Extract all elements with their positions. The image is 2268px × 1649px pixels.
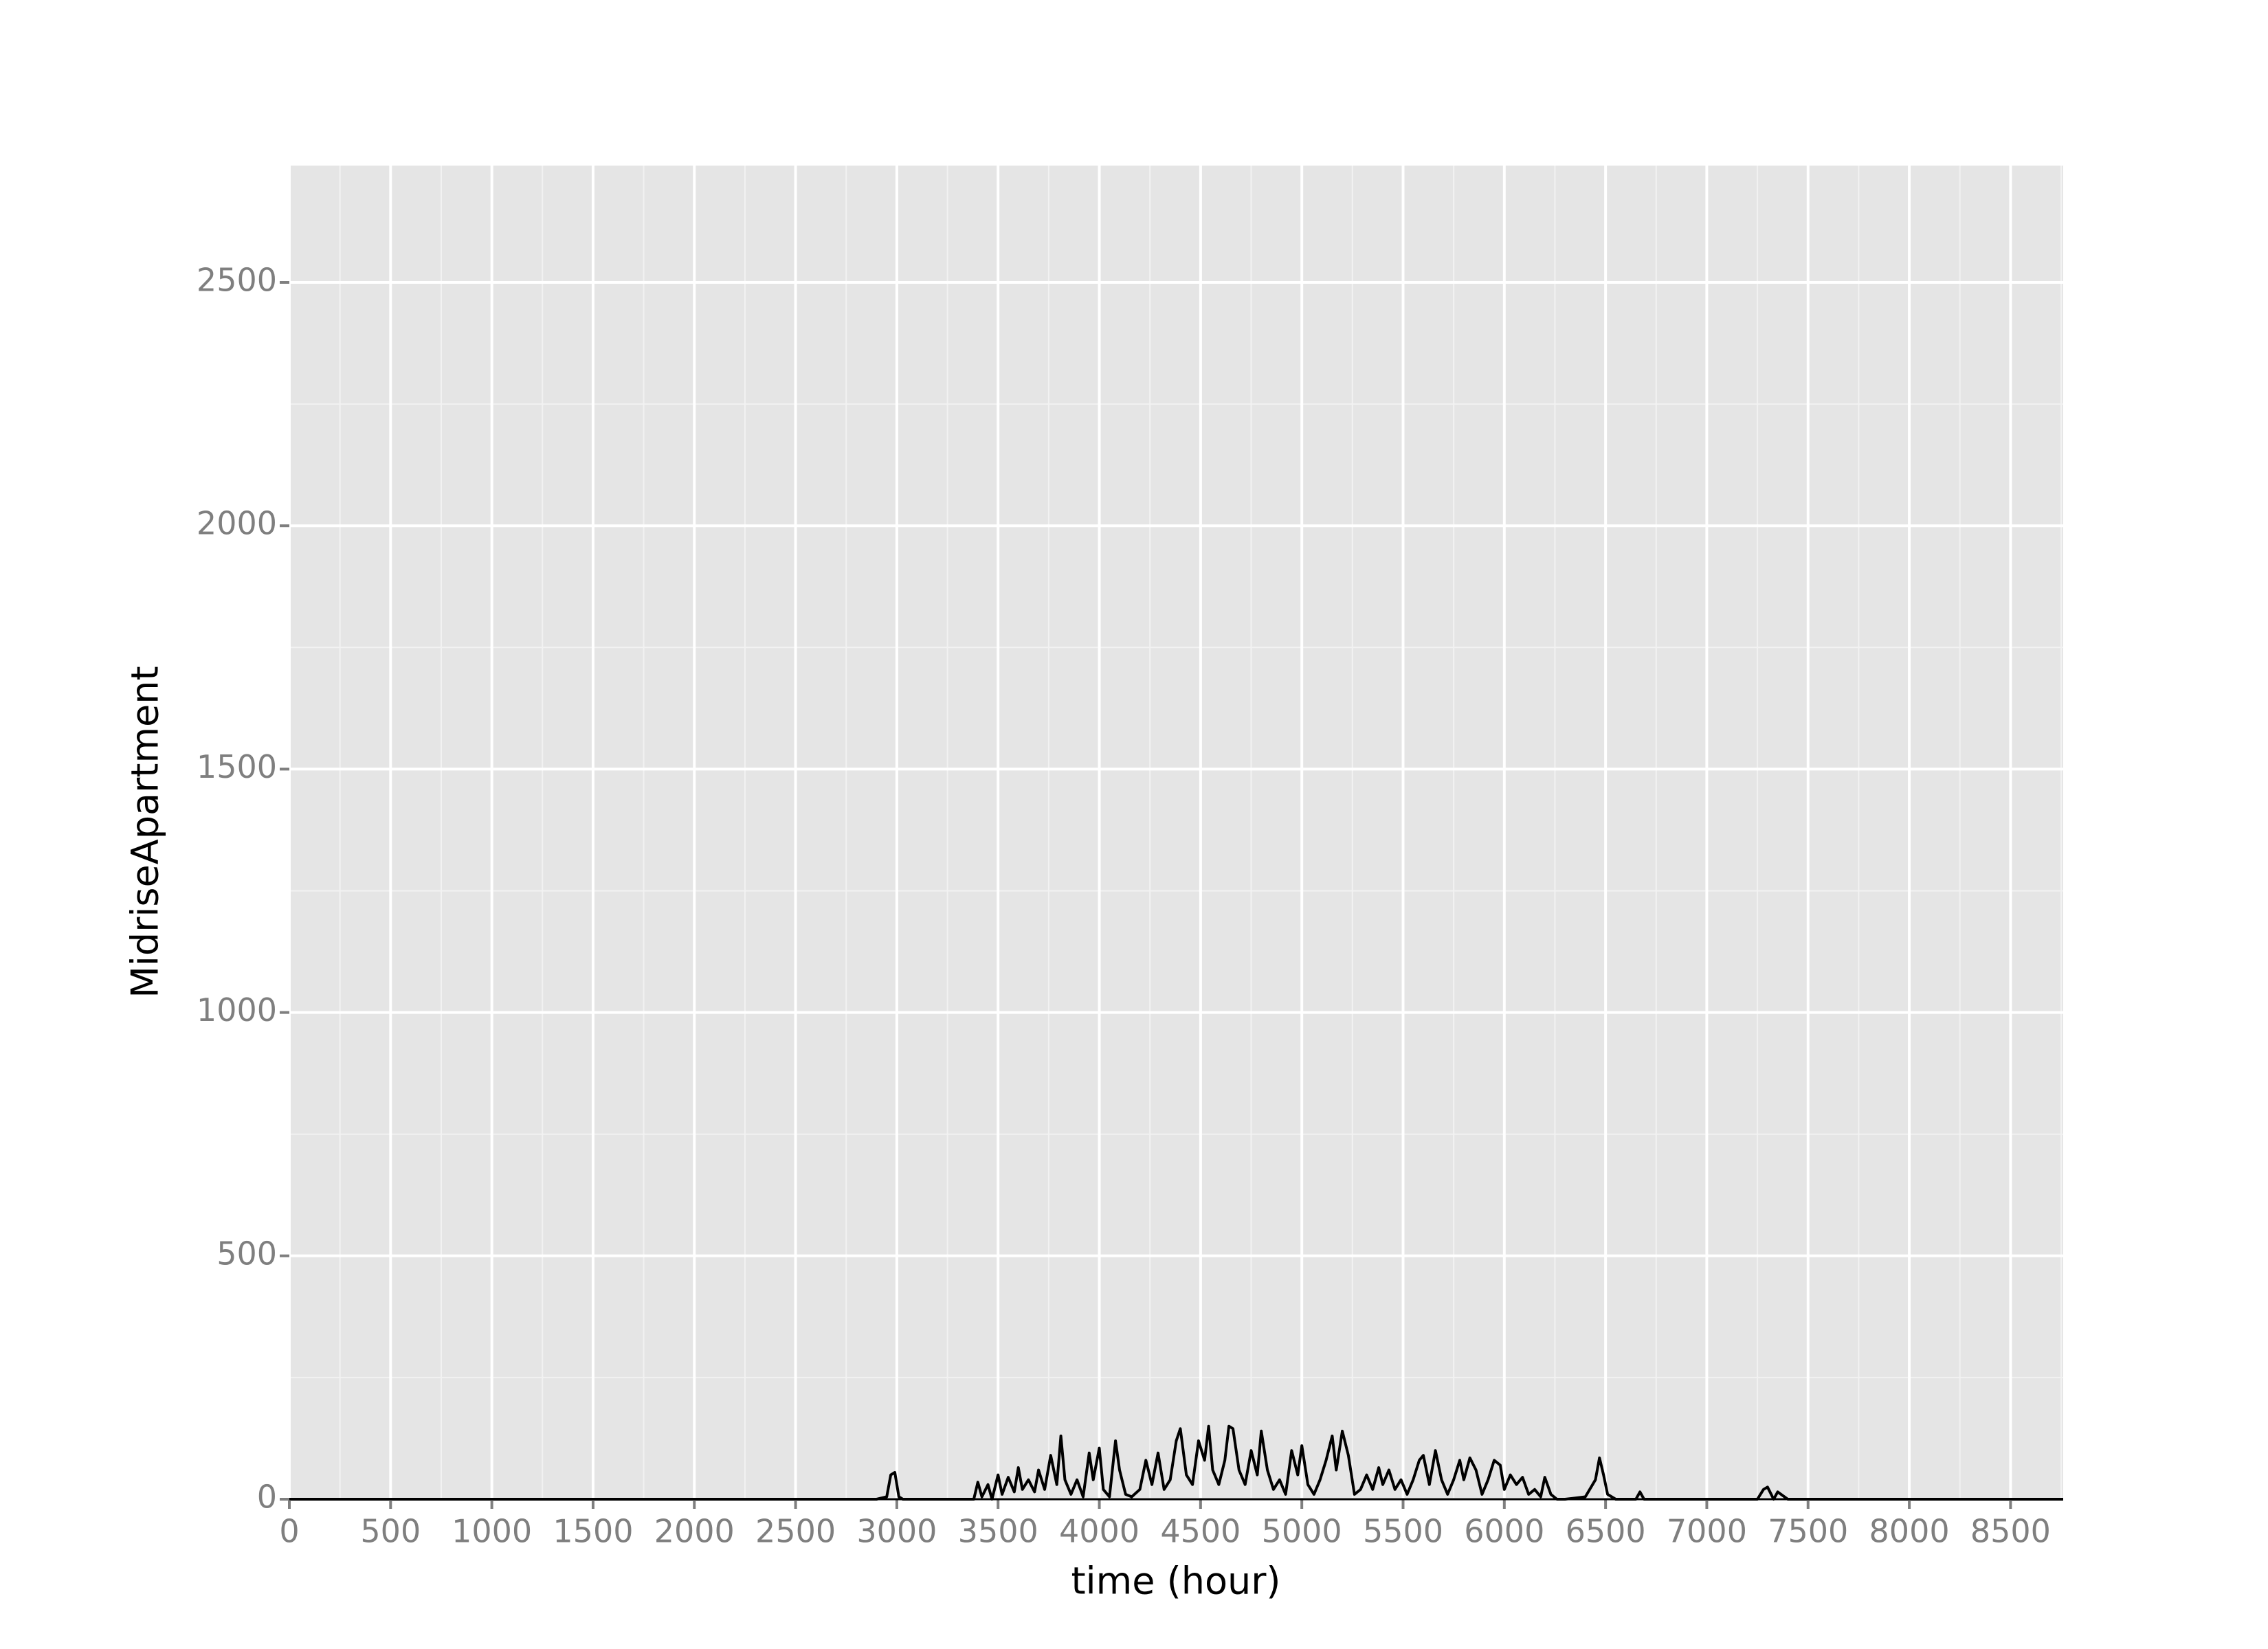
x-tick-label: 6500 <box>1566 1513 1646 1550</box>
y-tick-label: 500 <box>216 1235 277 1272</box>
x-tick-label: 4500 <box>1160 1513 1241 1550</box>
x-tick-label: 3000 <box>856 1513 937 1550</box>
y-tick-label: 0 <box>257 1479 277 1516</box>
x-axis-title: time (hour) <box>1071 1560 1281 1603</box>
x-tick-label: 7500 <box>1768 1513 1848 1550</box>
x-tick-label: 1000 <box>452 1513 532 1550</box>
y-tick-label: 2000 <box>197 505 277 542</box>
y-tick-label: 2500 <box>197 262 277 299</box>
x-tick-label: 5500 <box>1363 1513 1443 1550</box>
y-tick-label: 1500 <box>197 748 277 785</box>
x-tick-label: 8000 <box>1869 1513 1950 1550</box>
y-axis-title: MidriseApartment <box>124 666 167 998</box>
x-tick-label: 6000 <box>1464 1513 1544 1550</box>
data-line <box>289 1424 2063 1501</box>
plot-background <box>289 166 2063 1499</box>
x-tick-label: 500 <box>360 1513 421 1550</box>
x-tick-label: 4000 <box>1059 1513 1139 1550</box>
x-tick-label: 2000 <box>654 1513 735 1550</box>
x-tick-label: 2500 <box>755 1513 836 1550</box>
y-tick-label: 1000 <box>197 991 277 1029</box>
x-tick-label: 0 <box>279 1513 299 1550</box>
x-tick-label: 8500 <box>1970 1513 2051 1550</box>
x-tick-label: 7000 <box>1667 1513 1747 1550</box>
x-tick-label: 1500 <box>553 1513 633 1550</box>
x-tick-label: 5000 <box>1262 1513 1342 1550</box>
x-tick-label: 3500 <box>958 1513 1038 1550</box>
